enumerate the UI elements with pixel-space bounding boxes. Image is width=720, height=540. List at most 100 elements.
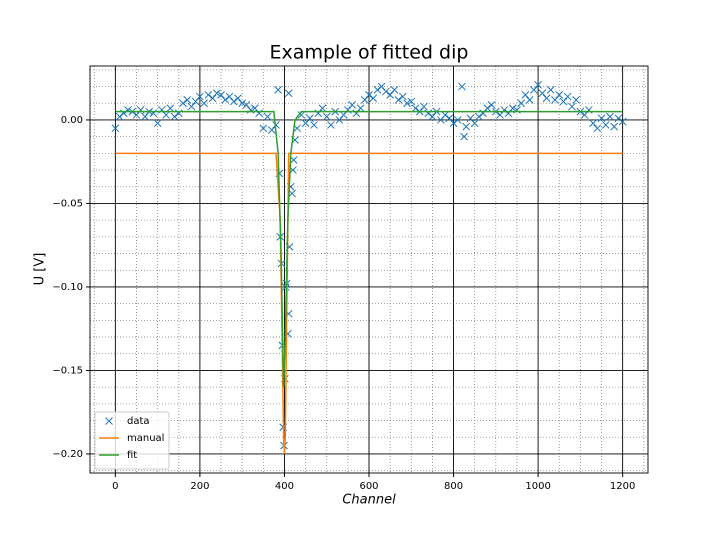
data-point [204,91,213,99]
data-point [242,101,251,109]
data-point [225,92,234,101]
data-point [251,104,259,113]
line-series [115,110,623,388]
data-point [487,101,496,109]
plot-area [111,81,627,454]
legend-label: data [127,416,150,427]
data-point [360,96,369,104]
data-point [208,94,217,103]
data-point [229,97,238,106]
y-axis-label: U [V] [33,253,48,286]
data-point [274,86,282,94]
data-point [428,112,437,121]
data-point [483,104,492,113]
y-tick-label: −0.20 [52,449,83,460]
legend-label: fit [127,450,137,461]
data-point [339,111,348,119]
data-point [191,97,200,106]
plot-frame [89,65,649,474]
chart-title: Example of fitted dip [270,42,469,64]
data-point [420,102,428,111]
data-point [318,104,327,113]
data-point [542,94,551,103]
x-tick-label: 0 [112,481,118,492]
x-axis-label: Channel [342,493,396,508]
data-point [525,96,534,104]
data-point [162,111,170,119]
data-point [563,92,572,101]
data-point [453,116,462,124]
x-tick-label: 200 [190,481,209,492]
data-point [445,114,454,123]
legend-swatch [105,417,113,425]
data-point [259,124,268,133]
data-point [272,121,280,129]
data-point [530,86,538,94]
data-point [580,111,589,119]
data-point [170,112,179,121]
data-point [289,156,298,164]
data-point [407,97,416,106]
y-tick-label: 0.00 [61,115,83,126]
x-tick-label: 800 [444,481,463,492]
data-point [365,91,373,99]
data-point [179,99,187,108]
data-point [348,101,356,109]
data-point [460,132,468,141]
data-point [618,117,627,126]
data-point [115,112,124,121]
data-point [437,116,445,124]
data-point [597,114,606,123]
data-point [305,114,314,123]
data-point [238,99,247,108]
data-point [200,99,208,108]
data-point [284,89,293,98]
data-point [394,96,403,104]
data-point [475,112,483,121]
legend-label: manual [127,433,164,444]
data-point [538,89,547,98]
data-point [212,89,221,98]
data-point [534,81,542,89]
x-tick-label: 600 [359,481,378,492]
data-point [568,102,576,111]
data-point [559,97,568,106]
data-point [517,99,526,108]
data-point [614,114,623,123]
data-point [335,116,344,124]
data-point [301,119,310,128]
data-point [589,119,597,128]
data-point [327,121,335,129]
data-point [458,82,466,91]
x-tick-label: 400 [275,481,294,492]
data-point [234,94,242,103]
data-point [555,91,564,99]
data-point [183,96,192,104]
data-point [398,92,407,101]
y-tick-label: −0.05 [52,198,83,209]
data-point [377,82,386,91]
data-point [196,92,204,101]
data-point [373,86,382,94]
data-point [322,112,331,121]
data-point [386,91,394,99]
data-point [470,119,479,128]
y-tick-label: −0.10 [52,282,83,293]
data-point [411,104,420,113]
data-point [153,119,162,128]
data-point [187,102,196,111]
data-point [310,121,318,129]
legend: data manual fit [94,411,170,470]
data-point [356,104,365,113]
data-point [369,94,378,103]
data-point [132,111,141,119]
data-point [601,121,610,129]
data-point [267,126,276,134]
x-tick-label: 1000 [525,481,550,492]
y-tick-label: −0.15 [52,365,83,376]
data-point [382,87,390,96]
data-point [606,112,614,121]
data-point [610,122,619,131]
data-point [572,96,580,104]
